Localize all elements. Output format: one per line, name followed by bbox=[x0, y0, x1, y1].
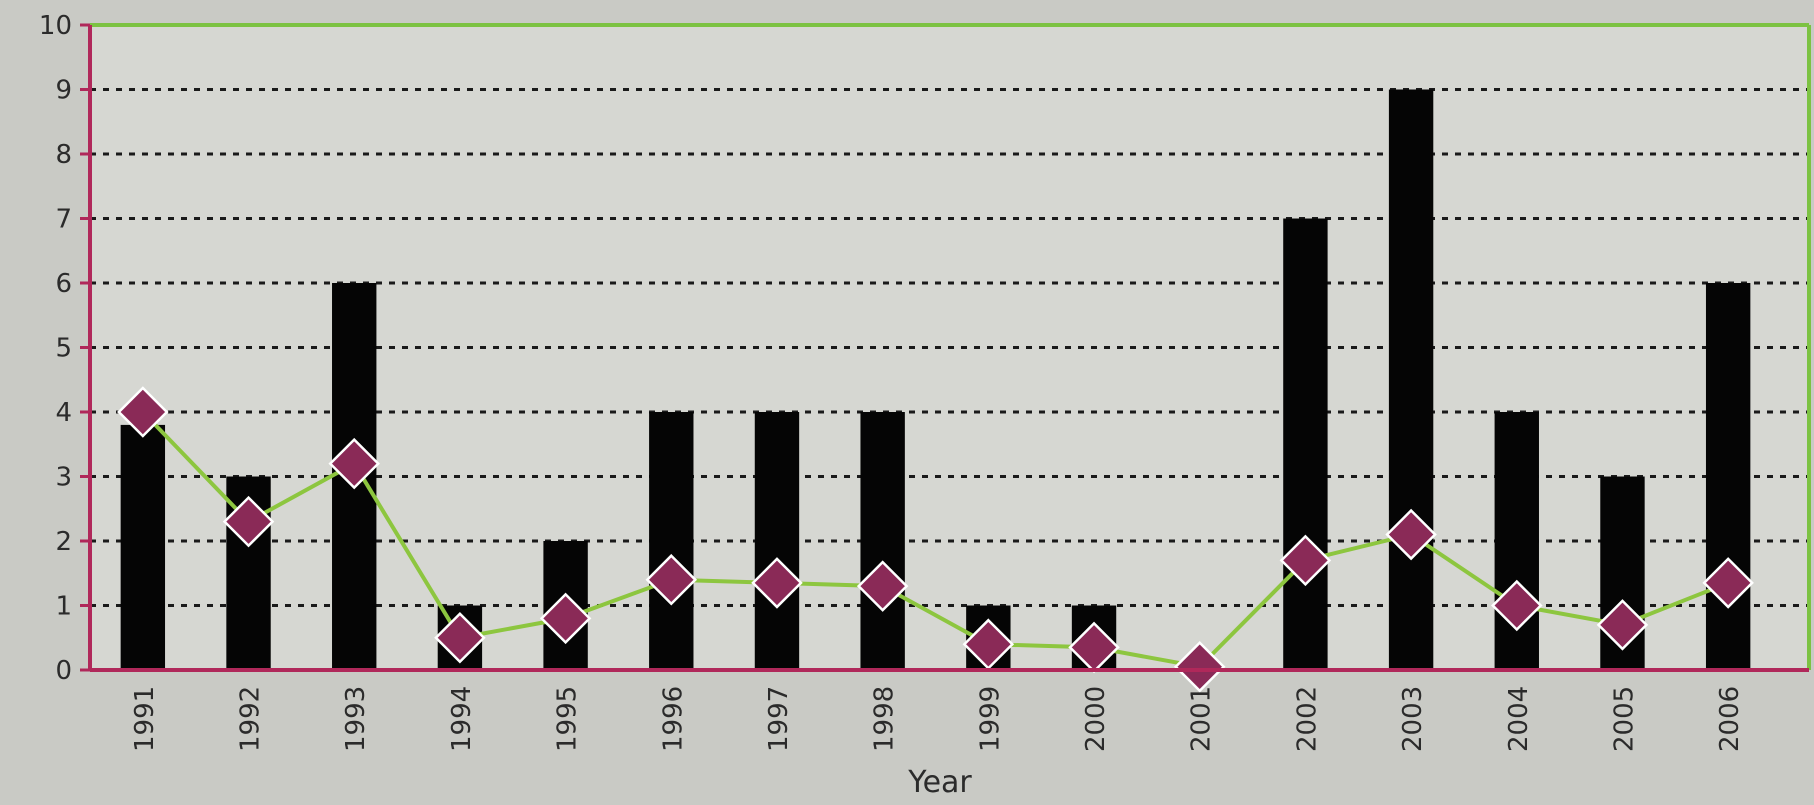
axes bbox=[80, 23, 1811, 672]
line-marker bbox=[856, 560, 909, 612]
line-marker bbox=[222, 495, 275, 548]
bar bbox=[1494, 412, 1539, 670]
bar bbox=[1388, 89, 1434, 670]
line-marker bbox=[1385, 508, 1437, 561]
bar bbox=[1705, 283, 1751, 670]
line-marker bbox=[1279, 534, 1332, 587]
x-tick-label: 2003 bbox=[1398, 686, 1428, 752]
y-tick-label: 3 bbox=[55, 463, 72, 493]
bar bbox=[860, 412, 905, 670]
x-tick-label: 1997 bbox=[764, 686, 794, 752]
line-marker bbox=[328, 437, 380, 490]
y-tick-label: 0 bbox=[55, 656, 72, 686]
line-marker bbox=[1702, 557, 1754, 609]
line-marker bbox=[1173, 641, 1226, 693]
line-marker bbox=[434, 611, 486, 664]
grid-lines bbox=[90, 88, 1809, 607]
y-tick-label: 4 bbox=[55, 398, 72, 428]
y-tick-labels: 0 1 2 3 4 5 6 7 8 9 10 bbox=[39, 11, 72, 686]
y-tick-label: 9 bbox=[55, 76, 72, 106]
y-tick-label: 2 bbox=[55, 527, 72, 557]
x-tick-label: 2000 bbox=[1081, 686, 1111, 752]
line-marker bbox=[1596, 599, 1649, 651]
x-axis-title: Year bbox=[907, 765, 972, 800]
y-tick-label: 8 bbox=[55, 140, 72, 170]
x-tick-label: 1995 bbox=[553, 686, 583, 752]
y-tick-label: 10 bbox=[39, 11, 72, 41]
line-marker bbox=[645, 553, 698, 606]
y-tick-label: 1 bbox=[55, 592, 72, 622]
y-tick-label: 6 bbox=[55, 269, 72, 299]
bar bbox=[754, 412, 800, 670]
x-tick-label: 1996 bbox=[658, 686, 688, 752]
line-marker bbox=[751, 557, 803, 609]
bar bbox=[1283, 218, 1328, 670]
x-tick-label: 2004 bbox=[1504, 686, 1534, 752]
x-tick-label: 1994 bbox=[447, 686, 477, 752]
line-marker bbox=[539, 592, 592, 645]
x-tick-label: 1998 bbox=[870, 686, 900, 752]
x-tick-label: 1993 bbox=[341, 686, 371, 752]
y-tick-label: 7 bbox=[55, 205, 72, 235]
bar bbox=[120, 424, 166, 670]
line-marker bbox=[117, 386, 169, 438]
line-marker bbox=[1491, 579, 1543, 632]
x-tick-labels: 1991 1992 1993 1994 1995 1996 1997 1998 1999 2000… bbox=[130, 686, 1745, 752]
y-tick-label: 5 bbox=[55, 334, 72, 364]
x-tick-label: 2001 bbox=[1187, 686, 1217, 752]
x-tick-label: 2002 bbox=[1292, 686, 1322, 752]
bar bbox=[649, 412, 694, 670]
x-tick-label: 1999 bbox=[975, 686, 1005, 752]
trend-line bbox=[141, 410, 1729, 669]
x-tick-label: 1991 bbox=[130, 686, 160, 752]
x-tick-label: 1992 bbox=[236, 686, 266, 752]
x-tick-label: 2005 bbox=[1609, 686, 1639, 752]
x-tick-label: 2006 bbox=[1715, 686, 1745, 752]
